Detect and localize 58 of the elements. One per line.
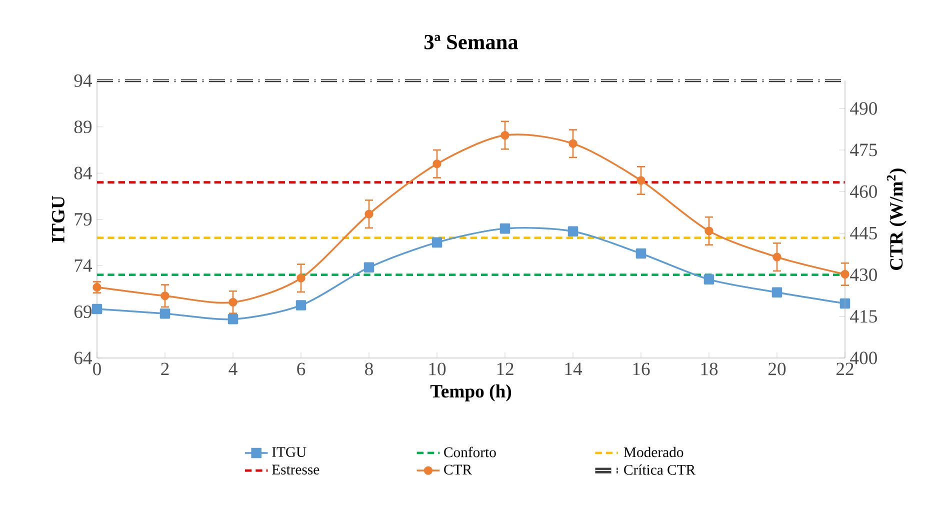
legend-label: Conforto (444, 446, 496, 458)
point (160, 292, 170, 300)
point (364, 262, 374, 273)
point (432, 237, 442, 248)
x-tick-label: 0 (93, 362, 101, 376)
y-tick-label: 84 (74, 166, 92, 180)
x-tick-label: 18 (701, 362, 718, 376)
legend-label: CTR (444, 464, 472, 475)
x-tick-label: 2 (161, 362, 169, 376)
point (500, 130, 510, 140)
point (772, 252, 782, 262)
legend-label: ITGU (272, 447, 306, 457)
x-tick-label: 22 (836, 362, 854, 376)
x-tick-label: 14 (565, 362, 582, 376)
point (228, 298, 238, 307)
legend-label: Moderado (624, 446, 684, 458)
y-tick-label: 94 (74, 74, 92, 87)
x-tick-label: 16 (633, 362, 650, 376)
point (704, 274, 714, 285)
x-tick-label: 12 (497, 362, 514, 376)
point (636, 248, 646, 259)
y2-tick-label: 430 (850, 268, 877, 282)
x-axis-title: Tempo (h) (430, 384, 512, 402)
point (704, 226, 714, 236)
y-tick-label: 74 (74, 259, 92, 272)
point (296, 300, 306, 310)
legend-label: Crítica CTR (624, 464, 696, 475)
x-tick-label: 4 (228, 362, 238, 375)
point (364, 210, 374, 218)
legend-label: Estresse (272, 464, 320, 474)
point (568, 226, 578, 236)
y-tick-label: 69 (74, 305, 92, 318)
y-tick-label: 79 (74, 213, 92, 226)
chart-title: 3ª Semana (424, 34, 518, 50)
y2-axis-title: CTR (W/m$^{2}$) (886, 168, 906, 270)
point (296, 274, 306, 282)
y-tick-label: 64 (74, 352, 92, 364)
x-tick-label: 6 (297, 362, 306, 376)
point (568, 139, 578, 148)
point (432, 160, 442, 168)
point (160, 308, 170, 319)
x-tick-label: 8 (365, 362, 373, 376)
point (500, 223, 510, 234)
y2-tick-label: 445 (850, 226, 877, 240)
y2-tick-label: 490 (850, 102, 877, 115)
x-tick-label: 20 (768, 362, 786, 376)
point (228, 314, 238, 324)
point (772, 287, 782, 298)
point (840, 270, 850, 279)
point (636, 176, 646, 185)
point (92, 304, 102, 314)
y2-tick-label: 400 (850, 352, 877, 364)
y2-tick-label: 460 (850, 185, 877, 198)
y2-tick-label: 475 (850, 144, 877, 156)
y2-tick-label: 415 (850, 310, 877, 323)
y-axis-title: ITGU (52, 196, 64, 243)
y-tick-label: 89 (74, 120, 92, 134)
x-tick-label: 10 (429, 362, 446, 376)
